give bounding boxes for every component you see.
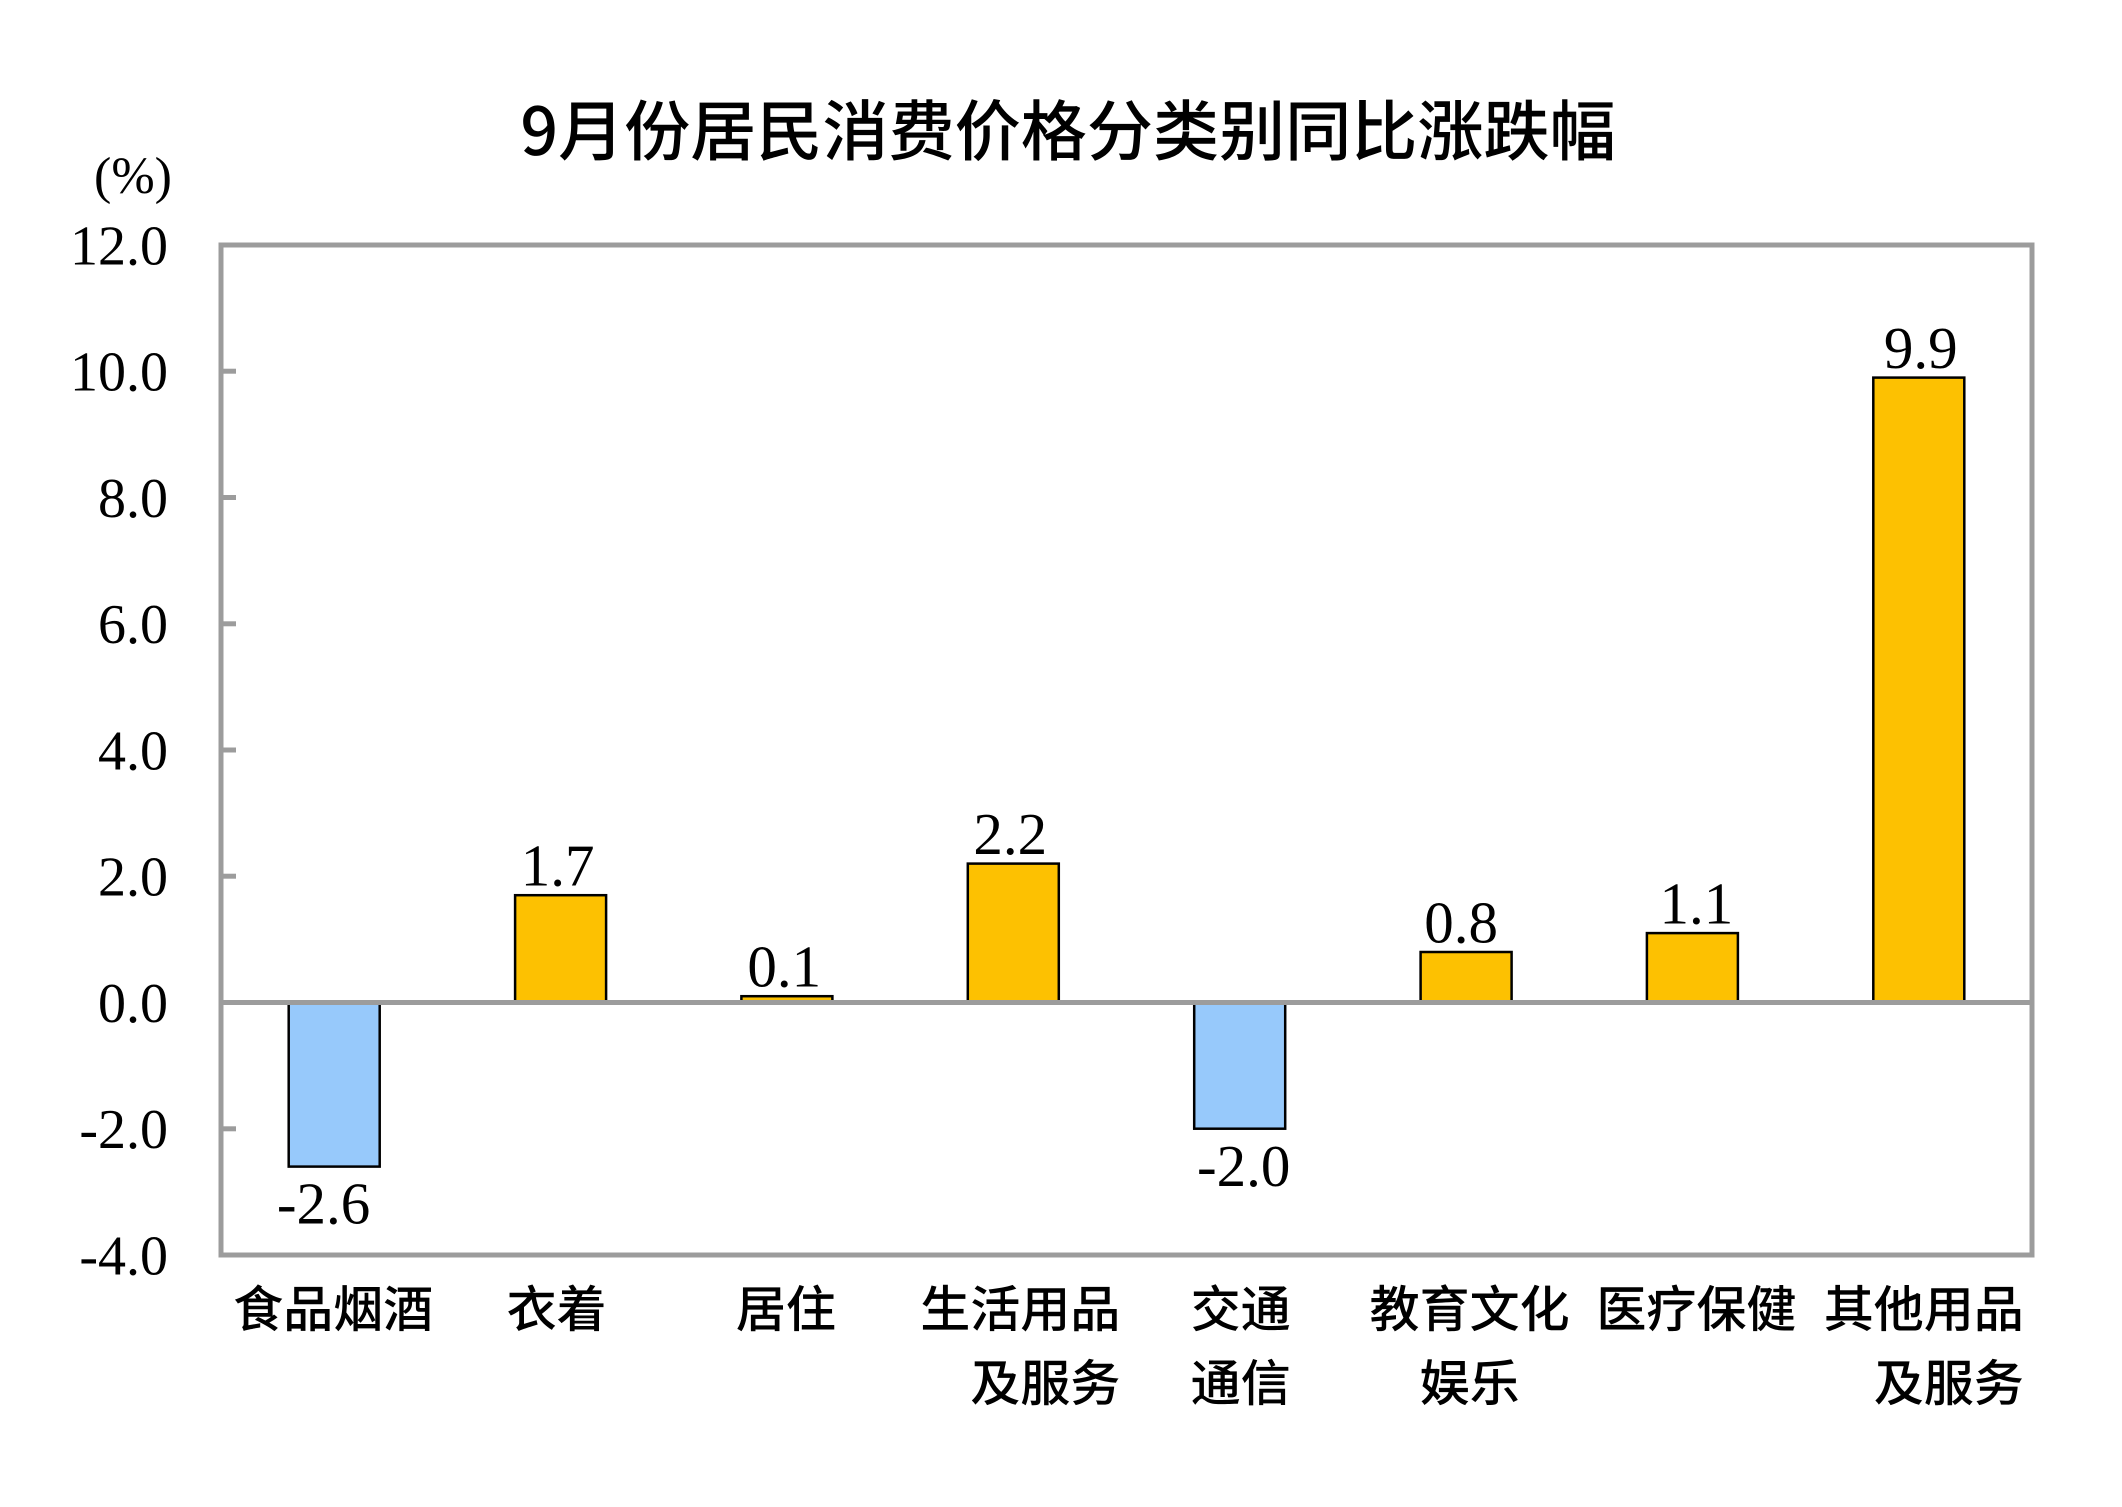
svg-text:8.0: 8.0 xyxy=(98,468,168,530)
svg-text:(%): (%) xyxy=(94,148,172,205)
svg-text:10.0: 10.0 xyxy=(70,342,168,404)
svg-text:12.0: 12.0 xyxy=(70,215,168,277)
svg-text:0.1: 0.1 xyxy=(747,934,821,1000)
svg-text:1.7: 1.7 xyxy=(521,833,595,899)
svg-text:6.0: 6.0 xyxy=(98,594,168,656)
svg-text:-4.0: -4.0 xyxy=(79,1225,168,1287)
svg-text:-2.6: -2.6 xyxy=(277,1171,370,1237)
svg-text:1.1: 1.1 xyxy=(1660,871,1734,937)
svg-text:9.9: 9.9 xyxy=(1884,315,1958,381)
svg-text:0.8: 0.8 xyxy=(1424,890,1498,956)
svg-text:4.0: 4.0 xyxy=(98,720,168,782)
svg-text:2.0: 2.0 xyxy=(98,847,168,909)
svg-text:2.2: 2.2 xyxy=(973,801,1047,867)
svg-text:0.0: 0.0 xyxy=(98,973,168,1035)
svg-text:-2.0: -2.0 xyxy=(1197,1133,1290,1199)
svg-text:-2.0: -2.0 xyxy=(79,1099,168,1161)
